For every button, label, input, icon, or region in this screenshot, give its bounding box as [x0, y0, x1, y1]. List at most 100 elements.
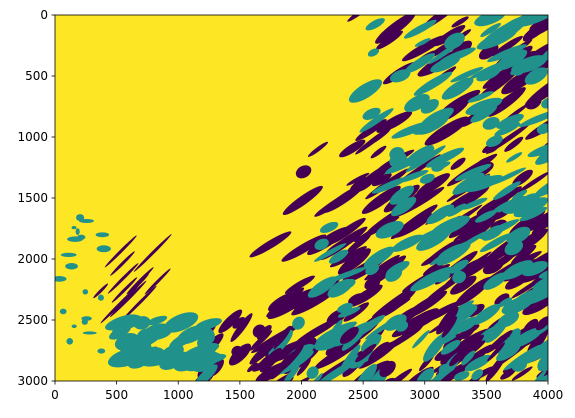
teal-region [95, 232, 110, 238]
teal-region [278, 350, 314, 375]
lower-region [256, 325, 272, 340]
teal-region [511, 63, 526, 76]
teal-region [430, 56, 461, 73]
purple-region [267, 288, 317, 320]
purple-region [355, 127, 391, 155]
teal-region [465, 97, 503, 115]
y-tick-label: 500 [25, 69, 48, 83]
purple-region [93, 283, 109, 299]
teal-region [417, 114, 450, 135]
teal-region [504, 239, 524, 256]
purple-region [144, 268, 171, 295]
purple-region [434, 24, 466, 47]
teal-region [319, 221, 339, 233]
teal-region [483, 272, 508, 290]
purple-region [494, 293, 510, 306]
purple-region [483, 186, 522, 212]
teal-region [404, 53, 436, 74]
lower-region [415, 368, 435, 381]
teal-region [416, 227, 452, 251]
teal-region [513, 197, 548, 218]
teal-region [453, 371, 470, 381]
teal-region [77, 234, 86, 240]
y-tick-label: 3000 [17, 374, 48, 388]
purple-region [547, 228, 566, 244]
purple-region [355, 119, 387, 142]
lower-region [449, 350, 465, 367]
x-tick-label: 0 [51, 388, 59, 402]
purple-region [385, 368, 413, 381]
purple-region [268, 292, 298, 312]
purple-region [371, 282, 421, 318]
x-tick-label: 500 [105, 388, 128, 402]
teal-region [97, 348, 106, 354]
teal-region [510, 327, 543, 348]
teal-region [497, 311, 520, 328]
teal-region [365, 18, 385, 31]
purple-region [294, 317, 340, 345]
lower-region [485, 330, 513, 354]
y-axis: 0 500 1000 1500 2000 2500 3000 [17, 8, 55, 388]
lower-region [436, 306, 459, 335]
teal-region [536, 123, 548, 135]
lower-region [535, 316, 548, 331]
purple-region [376, 30, 403, 50]
y-tick-label: 0 [40, 8, 48, 22]
teal-class-regions [55, 15, 548, 381]
lower-region [471, 369, 484, 381]
teal-region [425, 147, 465, 168]
x-tick-label: 4000 [533, 388, 564, 402]
teal-region [60, 252, 77, 257]
purple-region [364, 258, 403, 289]
purple-region [327, 217, 366, 245]
teal-region [97, 294, 104, 301]
teal-region [526, 15, 548, 21]
teal-region [478, 325, 501, 341]
teal-region [535, 138, 548, 165]
teal-region [486, 135, 503, 147]
purple-region [525, 204, 548, 232]
teal-region [389, 152, 407, 168]
purple-region [361, 163, 394, 186]
lower-region [247, 362, 258, 373]
teal-region [429, 335, 457, 349]
teal-region [480, 22, 502, 38]
teal-region [452, 172, 485, 195]
teal-region [71, 324, 77, 329]
teal-region [474, 15, 506, 27]
purple-region [100, 283, 141, 324]
teal-region [524, 369, 548, 381]
lower-region [274, 325, 292, 348]
teal-region [79, 218, 94, 223]
teal-region [429, 241, 469, 266]
purple-region [109, 280, 147, 318]
lower-region [365, 321, 376, 332]
purple-region [450, 275, 477, 295]
purple-region [446, 103, 468, 120]
purple-region [307, 141, 329, 157]
teal-region [440, 339, 461, 355]
purple-region [347, 15, 376, 22]
teal-region [384, 314, 407, 331]
teal-region [456, 316, 478, 333]
y-tick-label: 1000 [17, 130, 48, 144]
lower-region [441, 316, 458, 338]
purple-region [348, 293, 364, 305]
teal-region [410, 266, 453, 292]
teal-region [501, 260, 533, 280]
teal-region [71, 225, 77, 230]
teal-region [82, 289, 89, 295]
y-tick-label: 2000 [17, 252, 48, 266]
teal-region [314, 243, 347, 262]
teal-region [420, 98, 439, 114]
teal-region [390, 196, 417, 217]
teal-region [479, 233, 512, 253]
purple-region [343, 302, 370, 322]
y-tick-label: 2500 [17, 313, 48, 327]
teal-region [66, 338, 74, 345]
teal-region [123, 315, 143, 329]
teal-region [447, 203, 467, 217]
teal-region [363, 246, 395, 269]
teal-region [532, 269, 548, 291]
teal-region [460, 197, 488, 210]
